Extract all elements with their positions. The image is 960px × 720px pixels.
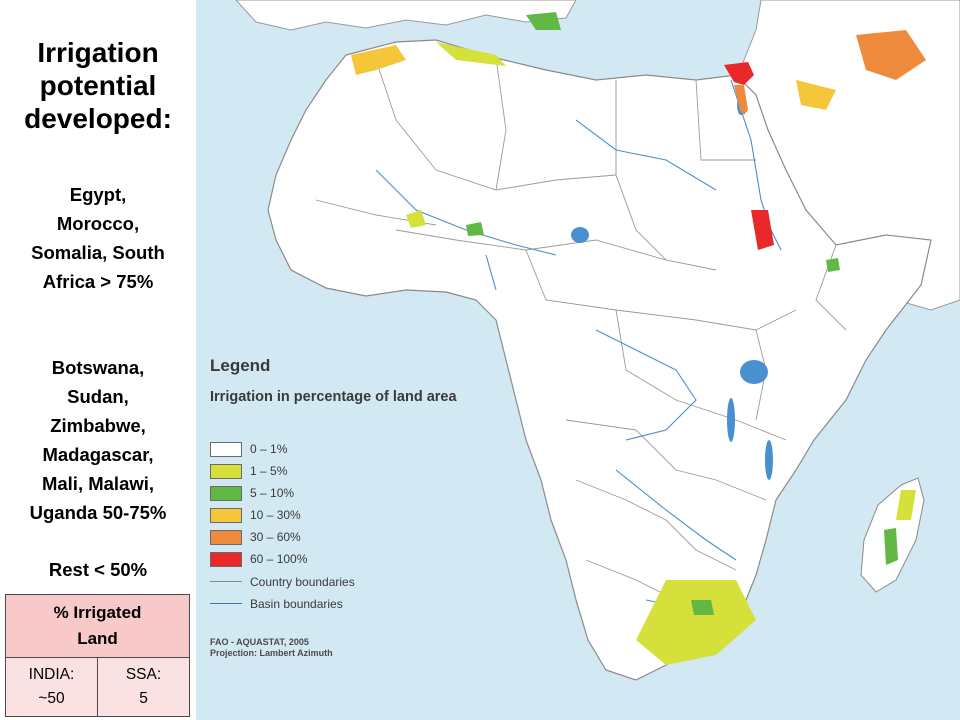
panel-title: Irrigation potential developed: (0, 36, 196, 135)
title-line: potential (39, 70, 157, 101)
map-legend: Legend Irrigation in percentage of land … (202, 340, 532, 712)
europe-landmass (235, 0, 577, 31)
header-line: Land (77, 629, 118, 648)
projection-note: Projection: Lambert Azimuth (210, 648, 333, 658)
legend-swatch (210, 464, 242, 479)
rest-label: Rest < 50% (48, 559, 148, 580)
group-line: Botswana, (51, 357, 145, 378)
legend-label: 1 – 5% (250, 464, 288, 478)
tunisia-irrigation (526, 12, 561, 30)
group-line: Morocco, (56, 213, 140, 234)
morocco-irrigation (351, 45, 406, 75)
group-line: Uganda 50-75% (29, 502, 167, 523)
madagascar-irrigation (884, 528, 898, 565)
cell-line: 5 (139, 690, 148, 707)
legend-swatch (210, 552, 242, 567)
madagascar-irrigation-2 (896, 490, 916, 520)
cell-line: INDIA: (28, 666, 75, 683)
group-over-75: Egypt, Morocco, Somalia, South Africa > … (4, 180, 192, 296)
arabia-irrigation-2 (796, 80, 836, 110)
legend-label: 10 – 30% (250, 508, 301, 522)
mali-irrigation (466, 222, 484, 236)
legend-swatch (210, 530, 242, 545)
group-line: Mali, Malawi, (41, 473, 155, 494)
legend-subtitle: Irrigation in percentage of land area (210, 389, 457, 405)
title-line: Irrigation (37, 37, 159, 68)
arabia-irrigation (856, 30, 926, 80)
legend-line-label: Basin boundaries (250, 597, 343, 611)
legend-line-label: Country boundaries (250, 575, 355, 589)
south-africa-irrigation (636, 580, 756, 665)
cell-line: ~50 (38, 690, 65, 707)
legend-title: Legend (210, 356, 271, 375)
sudan-gezira-irrigation (751, 210, 774, 250)
legend-swatch (210, 442, 242, 457)
india-cell: INDIA: ~50 (5, 657, 98, 717)
table-header: % Irrigated Land (5, 594, 190, 658)
group-line: Somalia, South (31, 242, 165, 263)
ssa-cell: SSA: 5 (97, 657, 190, 717)
source-credit: FAO - AQUASTAT, 2005 (210, 637, 309, 647)
nile-delta-irrigation (724, 62, 754, 85)
nile-valley-irrigation (734, 85, 748, 115)
map-canvas (235, 0, 960, 681)
lake-victoria (740, 360, 768, 384)
country-boundaries (315, 57, 847, 601)
lake-malawi (765, 440, 773, 480)
legend-label: 0 – 1% (250, 442, 288, 456)
group-line: Zimbabwe, (50, 415, 146, 436)
group-line: Madagascar, (42, 444, 154, 465)
irrigated-land-table: % Irrigated Land INDIA: ~50 SSA: 5 (5, 594, 190, 717)
legend-swatch (210, 508, 242, 523)
group-line: Sudan, (67, 386, 129, 407)
group-line: Egypt, (69, 184, 127, 205)
west-africa-irrigation (406, 210, 426, 228)
ethiopia-irrigation (826, 258, 840, 272)
header-line: % Irrigated (53, 603, 142, 622)
legend-label: 60 – 100% (250, 552, 308, 566)
lake-tanganyika (727, 398, 735, 442)
country-boundary-line (210, 581, 242, 582)
basin-boundary-line (210, 603, 242, 604)
group-50-75: Botswana, Sudan, Zimbabwe, Madagascar, M… (4, 353, 192, 527)
left-panel: Irrigation potential developed: Egypt, M… (0, 0, 196, 720)
group-line: Africa > 75% (42, 271, 154, 292)
legend-swatch (210, 486, 242, 501)
irrigation-patches (351, 12, 926, 665)
africa-irrigation-map[interactable]: Legend Irrigation in percentage of land … (196, 0, 960, 720)
lake-chad (571, 227, 589, 243)
south-africa-irrigation-2 (691, 600, 714, 615)
legend-label: 30 – 60% (250, 530, 301, 544)
title-line: developed: (24, 103, 172, 134)
legend-label: 5 – 10% (250, 486, 295, 500)
cell-line: SSA: (125, 666, 162, 683)
algeria-irrigation (436, 42, 506, 66)
